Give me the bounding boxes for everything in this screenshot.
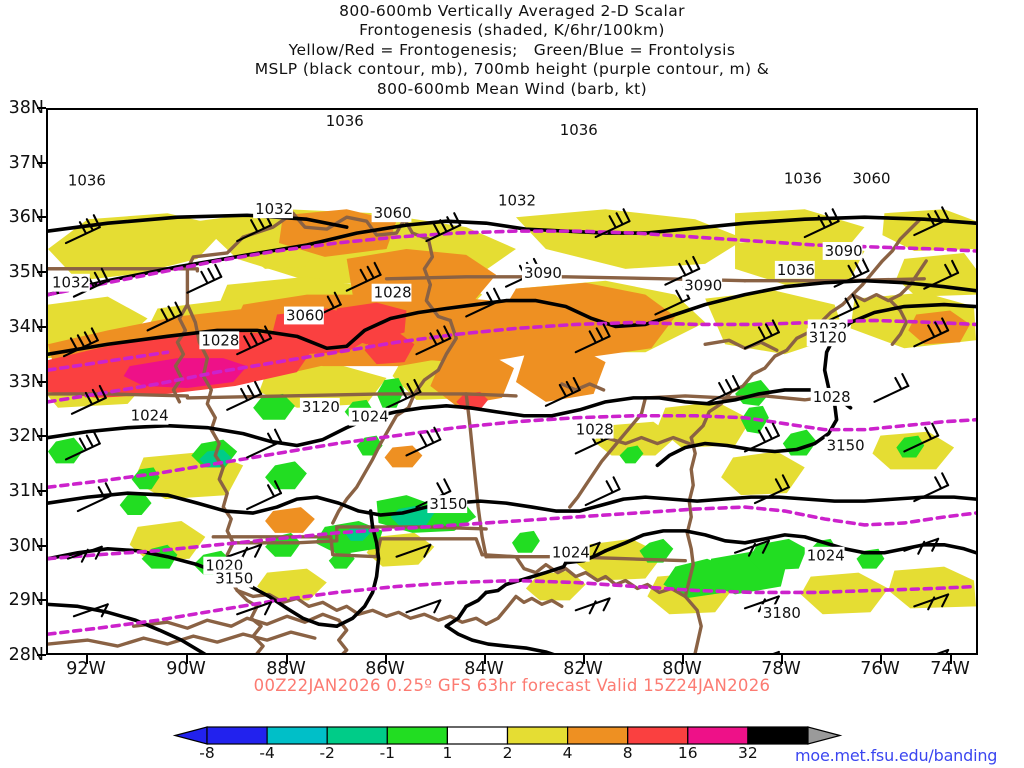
lat-tick-38N: 38N — [8, 98, 44, 118]
lat-tick-mark — [37, 599, 46, 602]
svg-text:1024: 1024 — [351, 408, 389, 426]
svg-text:3150: 3150 — [827, 437, 865, 455]
lon-tick-mark — [682, 655, 684, 664]
colorbar-under-arrow — [172, 726, 208, 745]
title-line-3: Yellow/Red = Frontogenesis; Green/Blue =… — [288, 40, 736, 59]
svg-text:3150: 3150 — [429, 495, 467, 513]
lat-tick-31N: 31N — [8, 480, 44, 501]
colorbar-tick-8: 8 — [622, 744, 633, 762]
lat-tick-33N: 33N — [8, 371, 44, 392]
title-line-1: 800-600mb Vertically Averaged 2-D Scalar — [339, 2, 685, 20]
lon-tick-mark — [86, 655, 88, 664]
colorbar-tick-4: 4 — [562, 744, 573, 762]
lat-tick-mark — [37, 544, 46, 547]
chart-title: 800-600mb Vertically Averaged 2-D Scalar… — [0, 2, 1024, 99]
lat-tick-30N: 30N — [8, 535, 44, 556]
colorbar-tick-32: 32 — [738, 744, 758, 762]
colorbar-tick--1: -1 — [379, 744, 396, 762]
svg-text:1024: 1024 — [552, 544, 590, 562]
lat-tick-36N: 36N — [8, 207, 44, 228]
svg-text:3120: 3120 — [809, 328, 847, 346]
svg-text:1036: 1036 — [68, 171, 106, 189]
colorbar-swatch--8 — [206, 726, 268, 745]
lat-tick-mark — [37, 107, 46, 109]
colorbar-tick--8: -8 — [199, 744, 215, 762]
lon-tick-mark — [880, 655, 882, 664]
svg-text:3090: 3090 — [684, 277, 722, 295]
svg-text:1036: 1036 — [777, 261, 815, 279]
contour-labels: 1036 1036 1036 1032 1032 1032 1028 1028 … — [49, 112, 891, 622]
lat-tick-28N: 28N — [8, 645, 44, 665]
svg-text:1036: 1036 — [560, 121, 598, 139]
svg-text:1024: 1024 — [807, 547, 845, 565]
colorbar: -8 -4 -2 -1 1 2 4 8 16 32 — [0, 724, 1024, 768]
colorbar-tick--4: -4 — [259, 744, 275, 762]
colorbar-swatch--2 — [326, 726, 388, 745]
svg-text:1028: 1028 — [201, 331, 239, 349]
lon-tick-mark — [484, 655, 486, 664]
svg-text:3090: 3090 — [825, 242, 863, 260]
lon-tick-mark — [186, 655, 188, 664]
lon-tick-mark — [950, 655, 952, 664]
colorbar-tick-1: 1 — [442, 744, 453, 762]
colorbar-swatch--1 — [386, 726, 448, 745]
svg-text:3120: 3120 — [302, 398, 340, 416]
svg-text:3180: 3180 — [763, 604, 801, 622]
svg-text:1032: 1032 — [52, 274, 90, 292]
lat-tick-32N: 32N — [8, 426, 44, 447]
svg-text:3060: 3060 — [374, 204, 412, 222]
lat-tick-mark — [37, 161, 46, 164]
colorbar-over-arrow — [807, 726, 843, 745]
svg-text:1036: 1036 — [326, 112, 364, 130]
lat-tick-mark — [37, 489, 46, 492]
svg-text:1028: 1028 — [374, 284, 412, 302]
colorbar-swatch-4 — [566, 726, 629, 745]
lon-tick-mark — [286, 655, 288, 664]
lon-tick-mark — [781, 655, 783, 664]
title-line-2: Frontogenesis (shaded, K/6hr/100km) — [359, 21, 665, 40]
lon-tick-mark — [385, 655, 387, 664]
colorbar-swatch-16 — [687, 726, 749, 745]
site-watermark: moe.met.fsu.edu/banding — [795, 746, 998, 765]
svg-text:3150: 3150 — [215, 570, 253, 588]
colorbar-tick-16: 16 — [677, 744, 698, 762]
wind-barbs — [62, 206, 960, 653]
lat-tick-mark — [37, 325, 46, 328]
lat-tick-35N: 35N — [8, 262, 44, 283]
colorbar-swatch-32 — [747, 726, 809, 745]
colorbar-swatch-1 — [446, 726, 509, 745]
svg-text:1036: 1036 — [784, 169, 822, 187]
title-line-5: 800-600mb Mean Wind (barb, kt) — [376, 79, 648, 98]
svg-text:1024: 1024 — [131, 407, 169, 425]
svg-text:3090: 3090 — [524, 264, 562, 282]
title-line-4: MSLP (black contour, mb), 700mb height (… — [254, 60, 770, 79]
lat-tick-29N: 29N — [8, 590, 44, 611]
svg-text:1028: 1028 — [813, 388, 851, 406]
forecast-caption: 00Z22JAN2026 0.25º GFS 63hr forecast Val… — [253, 676, 771, 695]
svg-text:1032: 1032 — [498, 191, 536, 209]
lat-tick-34N: 34N — [8, 316, 44, 337]
weather-map-panel: 1036 1036 1036 1032 1032 1032 1028 1028 … — [46, 108, 978, 655]
lat-tick-mark — [37, 380, 46, 383]
svg-text:1028: 1028 — [576, 421, 614, 439]
colorbar-tick--2: -2 — [319, 744, 335, 762]
colorbar-swatches — [172, 726, 843, 745]
colorbar-swatch-2 — [506, 726, 569, 745]
lat-tick-mark — [37, 271, 46, 274]
colorbar-swatch-8 — [627, 726, 689, 745]
lat-tick-37N: 37N — [8, 152, 44, 173]
svg-text:3060: 3060 — [853, 169, 891, 187]
svg-text:3060: 3060 — [286, 306, 324, 324]
lat-tick-mark — [37, 654, 46, 656]
mslp-contours — [48, 213, 976, 653]
colorbar-swatch--4 — [266, 726, 328, 745]
colorbar-tick-2: 2 — [502, 744, 513, 762]
map-canvas: 1036 1036 1036 1032 1032 1032 1028 1028 … — [48, 112, 976, 653]
lat-tick-mark — [37, 216, 46, 219]
svg-text:1032: 1032 — [255, 200, 293, 218]
lon-tick-mark — [583, 655, 585, 664]
lat-tick-mark — [37, 435, 46, 438]
